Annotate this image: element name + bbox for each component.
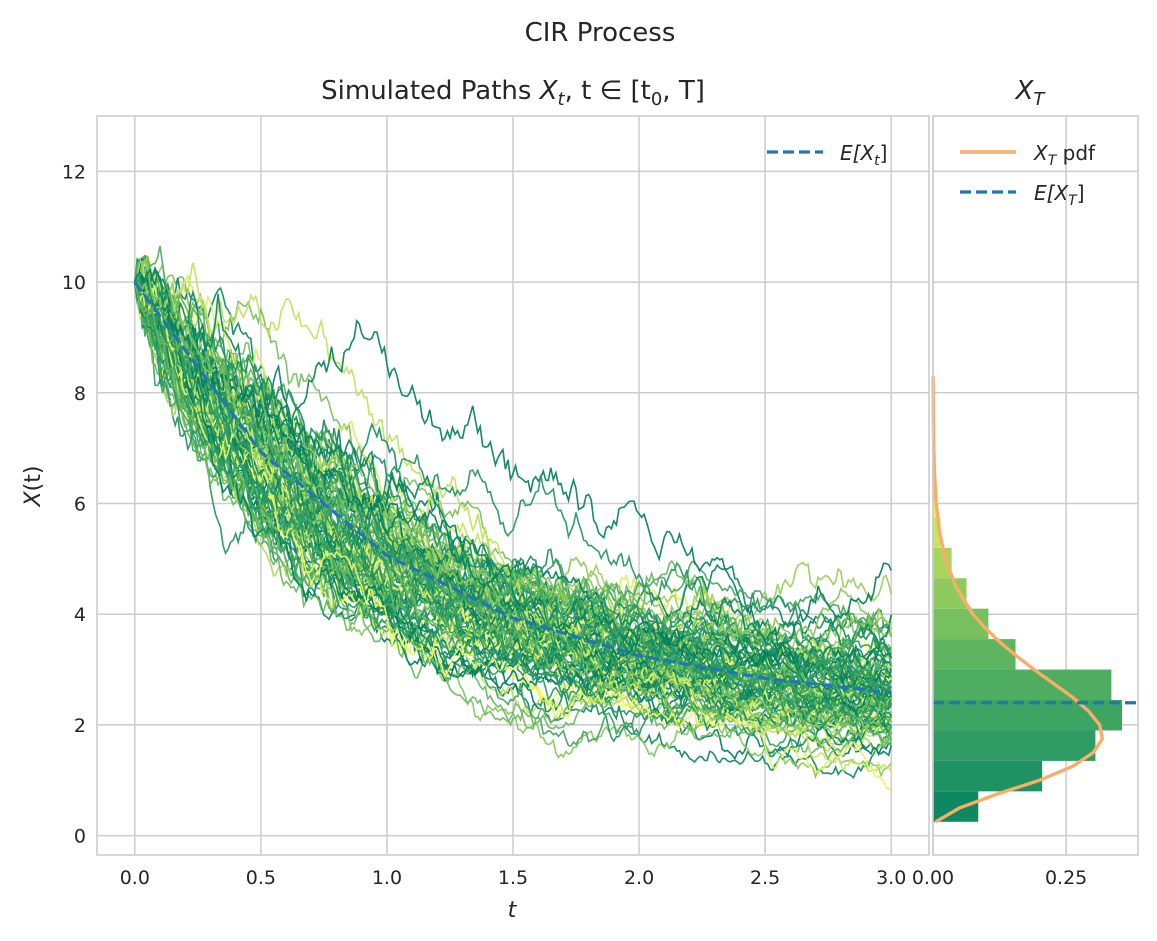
side-title-x: X: [1014, 76, 1035, 106]
main-y-tick-label: 8: [74, 383, 86, 405]
main-x-tick-label: 2.0: [624, 867, 654, 889]
path-line: [134, 281, 892, 705]
main-legend-sub: t: [874, 153, 880, 169]
main-panel-title: Simulated Paths Xt, t ∈ [t0, T]: [321, 76, 705, 110]
main-legend-label: E[Xt]: [840, 141, 887, 169]
path-line: [134, 265, 892, 684]
side-title-sub: T: [1033, 89, 1046, 110]
path-line: [134, 277, 892, 728]
main-title-sub-0: 0: [651, 89, 662, 110]
simulated-paths: [134, 245, 892, 791]
side-legend-pdf-end: pdf: [1056, 141, 1096, 165]
terminal-histogram: [933, 486, 1123, 822]
side-legend-exp-e: E[X: [1034, 181, 1069, 205]
main-legend-e: E[X: [840, 141, 875, 165]
main-x-tick-label: 2.5: [750, 867, 780, 889]
path-line: [134, 271, 892, 648]
side-x-tick-label: 0.25: [1045, 867, 1087, 889]
path-line: [134, 281, 892, 699]
main-y-ticks: 0 2 4 6 8 10 12: [62, 161, 86, 847]
side-legend-exp-sub: T: [1068, 193, 1078, 209]
histogram-bar: [933, 517, 941, 548]
main-y-tick-label: 12: [62, 161, 86, 183]
main-grid: [97, 116, 929, 855]
path-line: [134, 274, 892, 741]
y-axis-label: X(t): [21, 466, 46, 508]
main-x-tick-label: 1.5: [498, 867, 528, 889]
side-legend-exp-label: E[XT]: [1034, 181, 1085, 209]
main-y-tick-label: 10: [62, 272, 86, 294]
y-axis-label-arg: (t): [21, 466, 46, 492]
x-axis-label: t: [508, 898, 518, 923]
path-line: [134, 281, 892, 708]
side-x-tick-label: 0.00: [912, 867, 954, 889]
main-title-sub-t: t: [558, 89, 566, 110]
side-legend-pdf-x: X: [1033, 141, 1049, 165]
main-plot-frame: [96, 115, 930, 856]
side-legend: XT pdf E[XT]: [960, 141, 1096, 209]
path-line: [134, 281, 892, 740]
histogram-bar: [933, 669, 1112, 701]
histogram-bar: [933, 791, 979, 822]
terminal-pdf-curve: [931, 376, 1105, 824]
main-x-tick-label: 0.0: [120, 867, 150, 889]
main-y-tick-label: 0: [74, 826, 86, 848]
side-plot-frame: [932, 115, 1139, 856]
side-legend-pdf-label: XT pdf: [1033, 141, 1096, 169]
main-x-tick-label: 1.0: [372, 867, 402, 889]
main-x-tick-label: 3.0: [876, 867, 906, 889]
side-legend-exp-end: ]: [1077, 181, 1085, 205]
path-line: [134, 281, 892, 791]
side-x-ticks: 0.00 0.25: [912, 867, 1087, 889]
path-line: [134, 245, 892, 715]
path-line: [134, 271, 892, 747]
main-y-tick-label: 6: [74, 493, 86, 515]
expectation-curve-main: [133, 281, 892, 695]
path-line: [134, 281, 892, 711]
main-title-mid: , t ∈ [t: [565, 76, 651, 106]
main-y-tick-label: 2: [74, 715, 86, 737]
main-title-end: , T]: [662, 76, 705, 106]
histogram-bar: [933, 730, 1096, 761]
main-title-prefix: Simulated Paths: [321, 76, 540, 106]
figure-suptitle: CIR Process: [525, 18, 676, 48]
side-panel-title: XT: [1014, 76, 1047, 110]
path-line: [134, 281, 892, 761]
main-x-ticks: 0.0 0.5 1.0 1.5 2.0 2.5 3.0: [120, 867, 907, 889]
histogram-bar: [933, 608, 989, 640]
histogram-bar: [933, 547, 952, 579]
path-line: [134, 280, 892, 691]
main-legend: E[Xt]: [767, 141, 887, 169]
main-x-tick-label: 0.5: [246, 867, 276, 889]
main-title-x: X: [538, 76, 559, 106]
main-legend-end: ]: [880, 141, 888, 165]
histogram-bar: [933, 760, 1043, 792]
side-legend-pdf-sub: T: [1048, 153, 1058, 169]
main-y-tick-label: 4: [74, 604, 86, 626]
y-axis-label-x: X: [21, 490, 46, 507]
